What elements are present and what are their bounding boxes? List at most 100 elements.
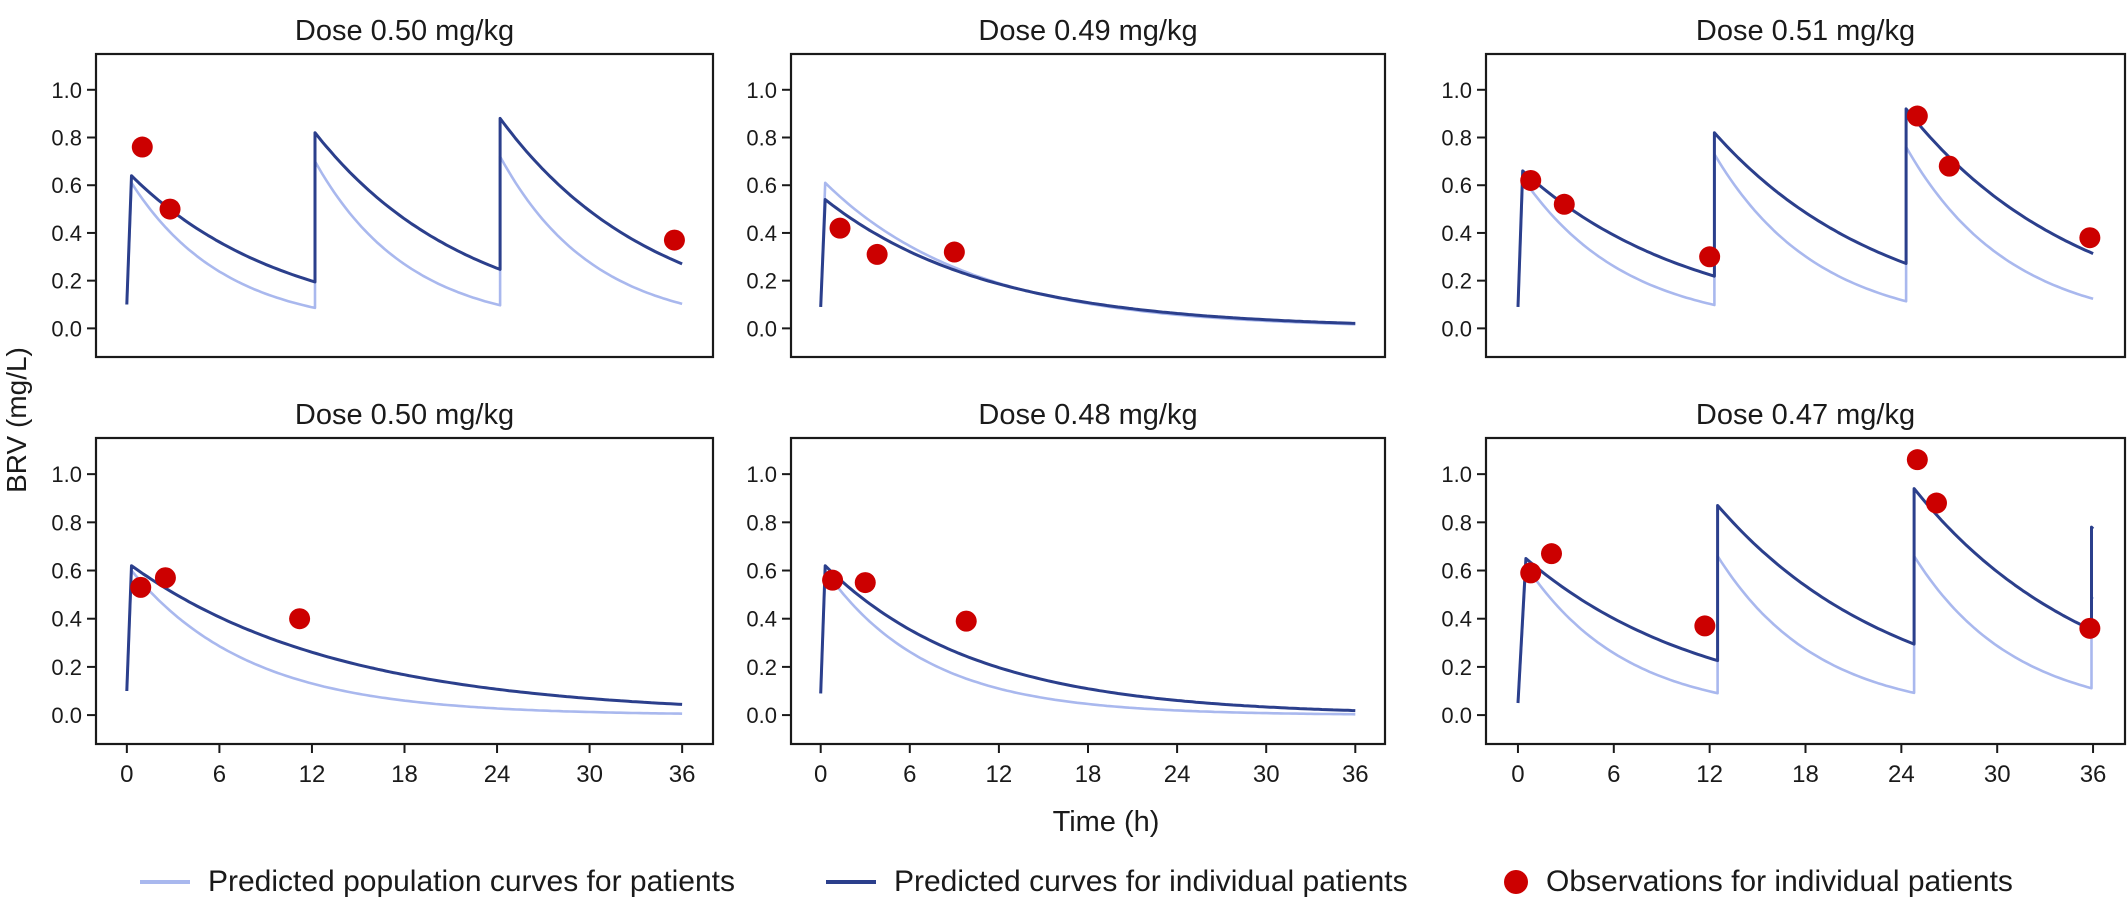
- observation-point: [1906, 105, 1928, 127]
- y-tick-label: 0.4: [1441, 221, 1472, 246]
- x-tick-label: 0: [814, 761, 827, 788]
- chart-title: Dose 0.49 mg/kg: [978, 15, 1197, 47]
- legend-individual-swatch: [826, 880, 876, 884]
- x-tick-label: 6: [213, 761, 226, 788]
- observation-point: [1694, 615, 1716, 637]
- chart-panel-1: Dose 0.50 mg/kg 0.0 0.2 0.4 0.6 0.8 1.0: [51, 15, 715, 359]
- legend: Predicted population curves for patients…: [0, 862, 2128, 902]
- observation-point: [154, 567, 176, 589]
- y-tick-label: 0.6: [1441, 173, 1472, 198]
- observation-point: [955, 610, 977, 632]
- observation-point: [289, 608, 311, 630]
- legend-item-individual: Predicted curves for individual patients: [826, 862, 1408, 902]
- observation-point: [1925, 492, 1947, 514]
- x-tick-label: 24: [1164, 761, 1191, 788]
- observation-point: [1553, 193, 1575, 215]
- y-tick-label: 0.8: [51, 510, 82, 535]
- plot-frame: [789, 436, 1387, 746]
- x-tick-label: 12: [299, 761, 326, 788]
- chart-title: Dose 0.50 mg/kg: [295, 399, 514, 431]
- y-tick-label: 0.6: [1441, 559, 1472, 584]
- observation-point: [829, 217, 851, 239]
- x-tick-label: 24: [484, 761, 511, 788]
- chart-title: Dose 0.48 mg/kg: [978, 399, 1197, 431]
- y-tick-label: 0.2: [1441, 269, 1472, 294]
- x-tick-label: 30: [1984, 761, 2011, 788]
- legend-observation-swatch: [1504, 870, 1528, 894]
- y-tick-label: 0.4: [746, 607, 777, 632]
- observation-point: [2079, 617, 2101, 639]
- y-tick-label: 0.6: [746, 559, 777, 584]
- y-tick-label: 0.6: [51, 173, 82, 198]
- y-tick-label: 1.0: [51, 78, 82, 103]
- y-tick-label: 0.4: [746, 221, 777, 246]
- x-tick-label: 30: [576, 761, 603, 788]
- observation-point: [1699, 246, 1721, 268]
- x-tick-label: 36: [669, 761, 696, 788]
- plot-frame: [94, 52, 715, 359]
- observation-point: [822, 569, 844, 591]
- x-tick-label: 18: [1792, 761, 1819, 788]
- y-tick-label: 0.4: [51, 607, 82, 632]
- y-tick-label: 0.0: [51, 703, 82, 728]
- y-tick-label: 0.4: [1441, 607, 1472, 632]
- individual-curve: [125, 116, 683, 305]
- individual-curve: [819, 564, 1356, 713]
- individual-curve: [125, 564, 683, 706]
- y-tick-label: 0.0: [1441, 703, 1472, 728]
- y-tick-label: 0.8: [746, 126, 777, 151]
- individual-curve: [1516, 107, 2094, 307]
- population-curve: [1516, 145, 2094, 307]
- y-tick-label: 0.6: [51, 559, 82, 584]
- plot-frame: [789, 52, 1387, 359]
- x-tick-label: 6: [903, 761, 916, 788]
- observation-point: [159, 198, 181, 220]
- chart-title: Dose 0.47 mg/kg: [1696, 399, 1915, 431]
- observation-point: [2079, 227, 2101, 249]
- observation-point: [663, 229, 685, 251]
- x-tick-label: 36: [2080, 761, 2107, 788]
- observation-point: [1938, 155, 1960, 177]
- y-tick-label: 0.0: [746, 316, 777, 341]
- x-tick-label: 30: [1253, 761, 1280, 788]
- x-tick-label: 18: [1075, 761, 1102, 788]
- chart-title: Dose 0.51 mg/kg: [1696, 15, 1915, 47]
- chart-panel-6: Dose 0.47 mg/kg 0.0 0.2 0.4 0.6 0.8 1.0 0 6 12 18 2…: [1441, 399, 2127, 788]
- x-tick-label: 18: [391, 761, 418, 788]
- plot-frame: [1484, 52, 2127, 359]
- y-tick-label: 0.8: [1441, 510, 1472, 535]
- chart-panel-4: Dose 0.50 mg/kg 0.0 0.2 0.4 0.6 0.8 1.0 0 6 12 18 2…: [51, 399, 715, 788]
- chart-panel-5: Dose 0.48 mg/kg 0.0 0.2 0.4 0.6 0.8 1.0 0 6 12 18 2…: [746, 399, 1387, 788]
- observation-point: [943, 241, 965, 263]
- y-tick-label: 0.8: [51, 126, 82, 151]
- chart-title: Dose 0.50 mg/kg: [295, 15, 514, 47]
- y-tick-label: 0.2: [51, 269, 82, 294]
- y-axis-label: BRV (mg/L): [1, 347, 32, 493]
- legend-population-swatch: [140, 880, 190, 884]
- x-tick-label: 24: [1888, 761, 1915, 788]
- population-curve: [125, 569, 683, 715]
- y-tick-label: 0.6: [746, 173, 777, 198]
- population-curve: [125, 155, 683, 310]
- legend-item-observation: Observations for individual patients: [1496, 862, 2013, 902]
- individual-curve: [1516, 487, 2095, 704]
- x-tick-label: 12: [1696, 761, 1723, 788]
- y-tick-label: 0.2: [746, 655, 777, 680]
- y-tick-label: 1.0: [746, 78, 777, 103]
- observation-point: [866, 243, 888, 265]
- y-tick-label: 1.0: [1441, 462, 1472, 487]
- plot-frame: [94, 436, 715, 746]
- individual-curve: [819, 198, 1356, 325]
- observation-point: [1540, 543, 1562, 565]
- x-tick-label: 0: [120, 761, 133, 788]
- y-tick-label: 0.8: [746, 510, 777, 535]
- legend-population-label: Predicted population curves for patients: [208, 865, 735, 898]
- x-axis-label: Time (h): [1053, 806, 1160, 838]
- y-tick-label: 0.8: [1441, 126, 1472, 151]
- y-tick-label: 0.0: [1441, 316, 1472, 341]
- population-curve: [819, 569, 1356, 716]
- observation-point: [130, 576, 152, 598]
- legend-item-population: Predicted population curves for patients: [140, 862, 735, 902]
- observation-point: [1520, 562, 1542, 584]
